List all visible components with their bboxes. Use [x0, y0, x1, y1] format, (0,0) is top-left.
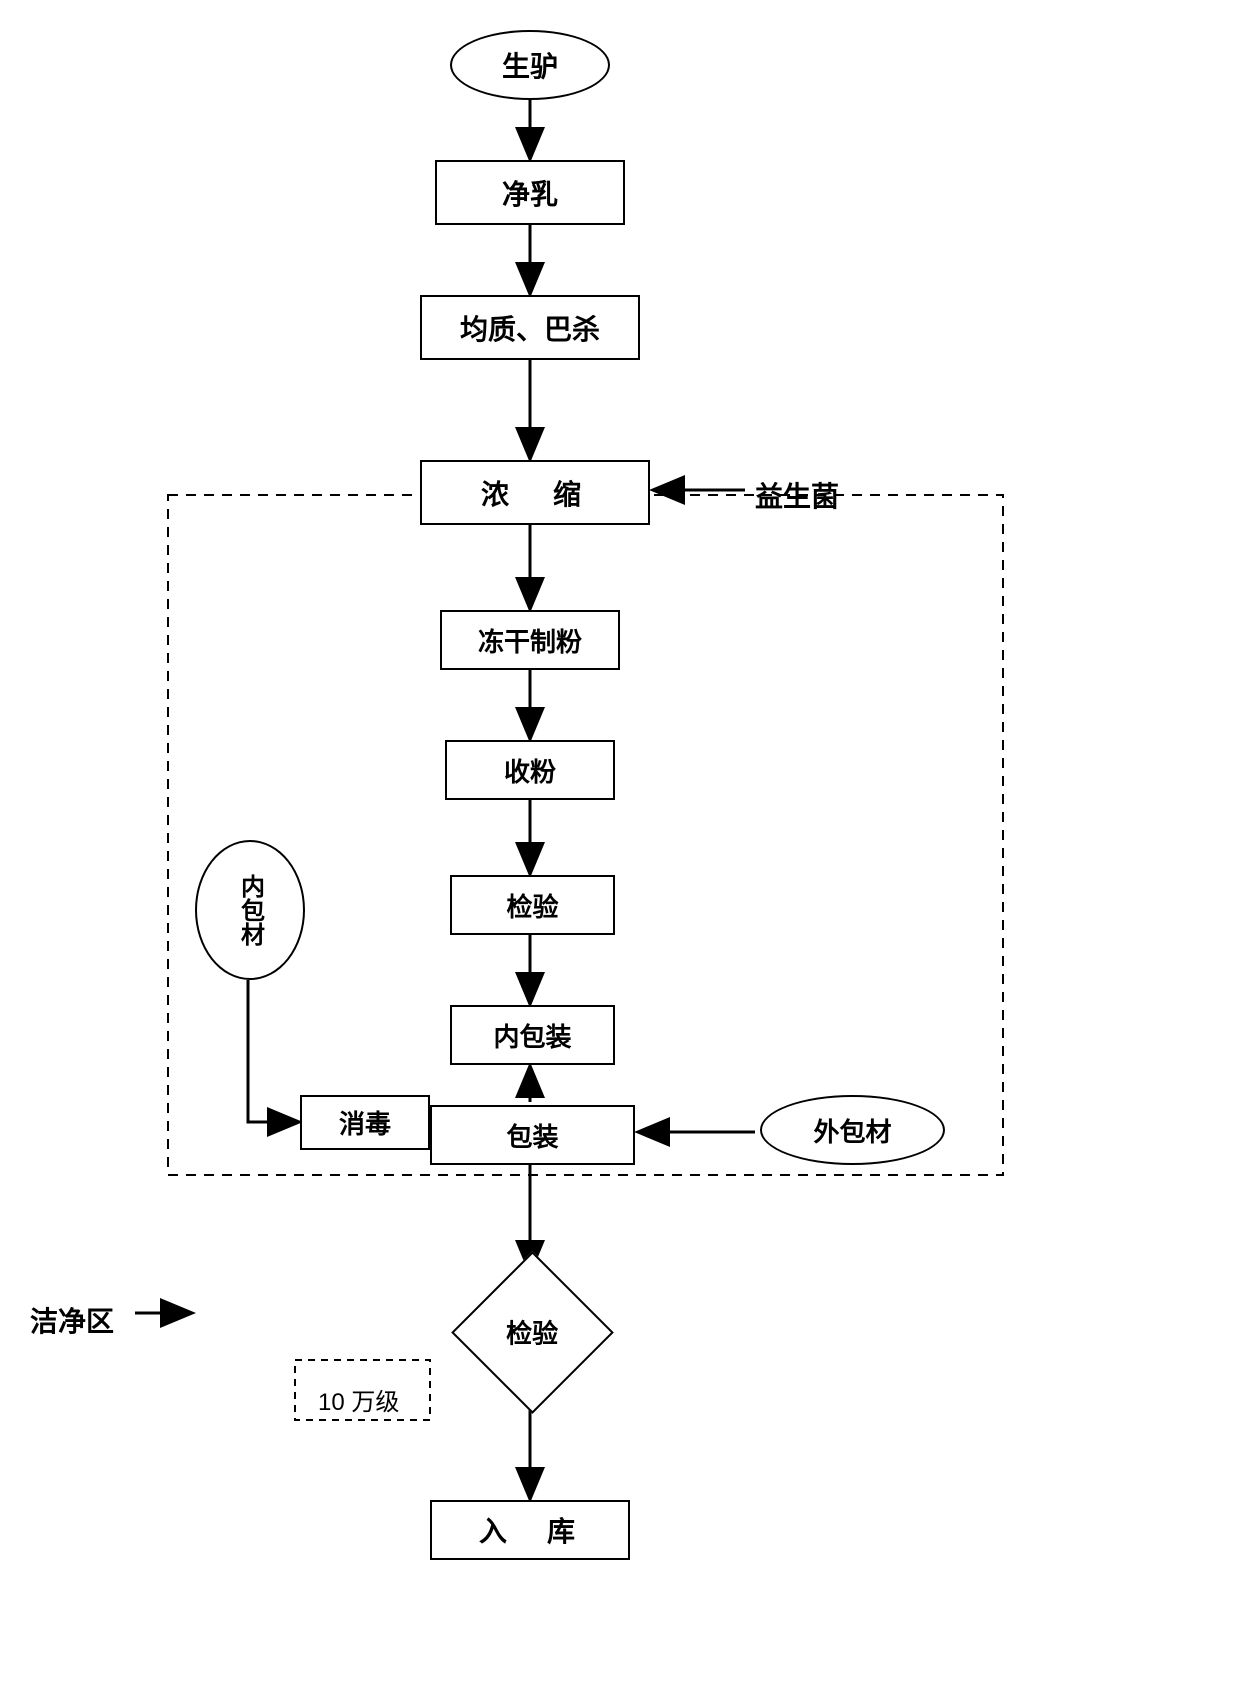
node-start: 生驴 — [450, 30, 610, 100]
node-packaging: 包装 — [430, 1105, 635, 1165]
label-clean-area: 洁净区 — [30, 1300, 114, 1340]
flowchart-svg — [0, 0, 1240, 1696]
node-homogenize: 均质、巴杀 — [420, 295, 640, 360]
node-collect-powder: 收粉 — [445, 740, 615, 800]
node-freeze-dry: 冻干制粉 — [440, 610, 620, 670]
node-concentrate: 浓 缩 — [420, 460, 650, 525]
node-inner-pack: 内包装 — [450, 1005, 615, 1065]
node-clean-milk: 净乳 — [435, 160, 625, 225]
node-inner-material: 内包材 — [195, 840, 305, 980]
node-inspect1: 检验 — [450, 875, 615, 935]
node-disinfect: 消毒 — [300, 1095, 430, 1150]
node-inspect2: 检验 — [451, 1251, 614, 1414]
label-probiotics: 益生菌 — [755, 475, 839, 515]
label-grade: 10 万级 — [318, 1382, 399, 1417]
node-storage: 入 库 — [430, 1500, 630, 1560]
node-outer-material: 外包材 — [760, 1095, 945, 1165]
